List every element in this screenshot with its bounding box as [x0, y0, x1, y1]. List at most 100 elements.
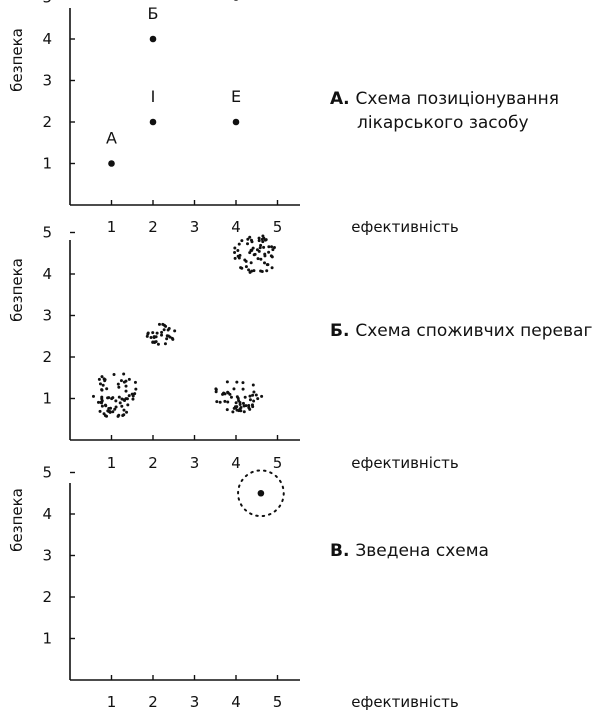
panel-caption-text: Схема позиціонування	[356, 89, 559, 109]
cluster-dot	[267, 245, 271, 249]
x-tick-label: 1	[107, 693, 117, 711]
cluster-dot	[240, 239, 244, 243]
y-tick-label: 1	[42, 155, 52, 173]
y-tick-label: 2	[42, 113, 52, 131]
data-point	[257, 489, 265, 497]
cluster-dot	[100, 404, 104, 408]
cluster-dot	[251, 246, 255, 250]
cluster-dot	[117, 413, 121, 417]
panel-letter: А.	[330, 89, 356, 109]
cluster-dot	[133, 380, 137, 384]
cluster-dot	[232, 387, 236, 391]
y-tick-label: 4	[42, 265, 52, 283]
cluster-dot	[238, 407, 242, 411]
cluster-dot	[252, 399, 256, 403]
cluster-dot	[244, 404, 248, 408]
cluster-dot	[166, 328, 170, 332]
cluster-dot	[98, 409, 102, 413]
cluster-dot	[258, 246, 262, 250]
cluster-dot	[114, 405, 118, 409]
cluster-dot	[153, 341, 157, 345]
cluster-dot	[162, 328, 166, 332]
x-tick-label: 2	[148, 693, 158, 711]
cluster-dot	[168, 335, 172, 339]
cluster-dot	[131, 397, 135, 401]
cluster-dot	[118, 401, 122, 405]
cluster-dot	[244, 265, 248, 269]
cluster-dot	[99, 400, 103, 404]
y-tick-label: 1	[42, 630, 52, 648]
cluster-dot	[248, 235, 252, 239]
cluster-dot	[246, 242, 250, 246]
cluster-dot	[116, 382, 120, 386]
cluster-dot	[235, 395, 239, 399]
cluster-dot	[226, 400, 230, 404]
cluster-dot	[241, 387, 245, 391]
cluster-dot	[165, 337, 169, 341]
cluster-dot	[105, 387, 109, 391]
cluster-dot	[256, 397, 260, 401]
x-tick-label: 3	[190, 218, 200, 236]
chart-panel-b: 1 2 3 4 5 1 2 3 4 5 ефективність безпека Б. Схема сп…	[8, 224, 592, 473]
cluster-dot	[163, 342, 167, 346]
cluster-dot	[225, 408, 229, 412]
y-tick-label: 4	[42, 30, 52, 48]
cluster-dot	[243, 258, 247, 262]
cluster-dot	[223, 399, 227, 403]
panel-caption-text: Схема споживчих переваг	[355, 321, 592, 341]
x-tick-label: 1	[107, 218, 117, 236]
cluster-dot	[165, 334, 169, 338]
cluster-dot	[233, 256, 237, 260]
cluster-dot	[125, 410, 129, 414]
cluster-dot	[246, 237, 250, 241]
cluster-dot	[106, 409, 110, 413]
cluster-dot	[123, 398, 127, 402]
data-point	[233, 0, 239, 1]
cluster-dot	[214, 390, 218, 394]
cluster-dot	[238, 253, 242, 257]
panel-caption-text: Зведена схема	[355, 541, 489, 561]
cluster-dot	[233, 246, 237, 250]
x-tick-label: 2	[148, 218, 158, 236]
x-tick-label: 4	[231, 454, 241, 472]
x-tick-label: 1	[107, 454, 117, 472]
cluster-dot	[120, 404, 124, 408]
cluster-dot	[117, 395, 121, 399]
preference-cluster	[145, 322, 177, 346]
point-label: І	[151, 87, 156, 106]
cluster-dot	[124, 379, 128, 383]
cluster-dot	[98, 382, 102, 386]
cluster-dot	[111, 410, 115, 414]
panel-caption: лікарського засобу	[357, 113, 529, 133]
data-point	[149, 118, 157, 126]
cluster-dot	[103, 403, 107, 407]
cluster-dot	[235, 380, 239, 384]
cluster-dot	[126, 403, 130, 407]
cluster-dot	[121, 414, 125, 418]
cluster-dot	[236, 249, 240, 253]
cluster-dot	[250, 248, 254, 252]
y-tick-label: 5	[42, 464, 52, 482]
cluster-dot	[252, 390, 256, 394]
cluster-dot	[96, 400, 100, 404]
cluster-dot	[134, 387, 138, 391]
y-tick-label: 5	[42, 0, 52, 7]
cluster-dot	[127, 394, 131, 398]
cluster-dot	[100, 388, 104, 392]
cluster-dot	[91, 394, 95, 398]
cluster-dot	[270, 245, 274, 249]
cluster-dot	[270, 266, 274, 270]
cluster-dot	[113, 407, 117, 411]
cluster-dot	[103, 414, 107, 418]
cluster-dot	[109, 406, 113, 410]
x-tick-label: 3	[190, 454, 200, 472]
x-tick-label: 5	[273, 218, 283, 236]
cluster-dot	[146, 331, 150, 335]
x-tick-label: 2	[148, 454, 158, 472]
cluster-dot	[160, 330, 164, 334]
data-point	[232, 118, 240, 126]
cluster-dot	[145, 334, 149, 338]
cluster-dot	[241, 401, 245, 405]
cluster-dot	[237, 399, 241, 403]
